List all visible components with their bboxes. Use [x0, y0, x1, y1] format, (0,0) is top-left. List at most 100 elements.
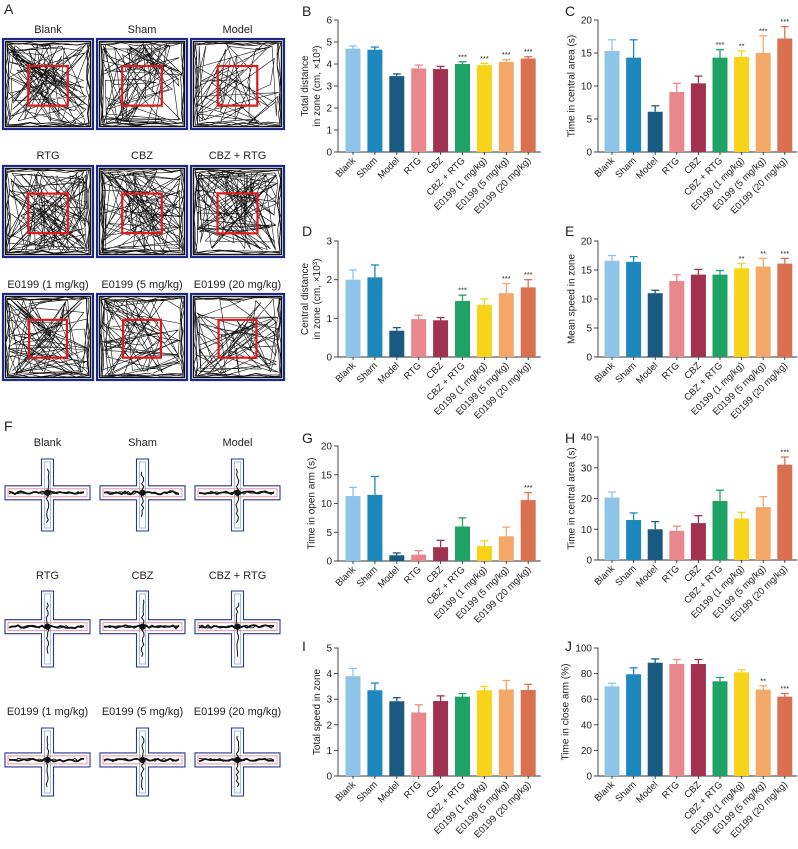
y-axis-label: Total distance [300, 55, 311, 117]
plus-maze [4, 727, 91, 797]
bar-model [647, 111, 663, 152]
y-tick-label: 80 [581, 669, 593, 680]
center-zone [27, 192, 69, 235]
bar-rtg [411, 554, 427, 561]
chart-d: D 0 1 2 3 Central distance in zone (cm, ×10³) B… [300, 223, 541, 422]
bar-blank [604, 686, 620, 776]
bar-sham [367, 277, 383, 357]
y-tick-label: 3 [326, 695, 332, 706]
y-axis-label: Time in close arm (%) [561, 664, 572, 761]
y-tick-label: 0 [326, 557, 332, 568]
chart-h: H 0 10 20 30 40 Time in central area (s) BlankS… [565, 430, 798, 625]
bar-model [389, 701, 405, 776]
y-tick-label: 10 [581, 82, 593, 93]
open-field-group-label: E0199 (20 mg/kg) [193, 279, 282, 291]
x-tick-label: Sham [613, 563, 638, 588]
x-tick-label: RTG [402, 564, 424, 586]
y-tick-label: 0 [326, 353, 332, 364]
bar-model [647, 662, 663, 776]
arena-wall [98, 295, 186, 379]
bar-rtg [411, 712, 427, 776]
center-activity [234, 623, 241, 630]
chart-i: I 0 1 2 3 4 5 Total speed in zone BlankShamModel… [302, 638, 541, 841]
panel-label: H [565, 430, 575, 446]
bar-sham [626, 520, 642, 560]
x-tick-label: Sham [355, 155, 380, 180]
y-tick-label: 2 [326, 104, 332, 115]
bar-sham [367, 49, 383, 153]
arena-wall [192, 167, 283, 256]
significance-marker: *** [524, 483, 533, 492]
y-tick-label: 60 [581, 695, 593, 706]
movement-track [235, 759, 240, 788]
chart-g: G 0 5 10 15 20 Time in open arm (s) BlankShamMo… [302, 430, 541, 626]
bar-model [389, 76, 405, 152]
open-field-group-label: E0199 (1 mg/kg) [7, 279, 89, 291]
bar-blank [345, 496, 361, 561]
center-zone [121, 318, 163, 359]
panel-label: J [565, 638, 572, 654]
significance-marker: ** [760, 249, 766, 258]
y-tick-label: 0 [586, 556, 592, 567]
movement-track [46, 468, 50, 493]
y-tick-label: 5 [586, 324, 592, 335]
open-field-group-label: CBZ [131, 150, 153, 162]
significance-marker: ** [739, 42, 745, 51]
x-tick-label: Sham [613, 779, 638, 804]
wall-track [194, 297, 282, 378]
arena-wall [4, 40, 92, 128]
x-tick-label: Blank [593, 779, 618, 804]
panel-label: E [565, 223, 574, 239]
y-axis-label: in zone (cm, ×10³) [312, 259, 323, 340]
open-field-group-label: E0199 (5 mg/kg) [101, 279, 183, 291]
y-tick-label: 5 [326, 644, 332, 655]
wall-track [194, 41, 282, 126]
plus-maze-group-label: Sham [128, 437, 157, 449]
significance-marker: *** [502, 274, 511, 283]
y-tick-label: 1 [326, 746, 332, 757]
bar-cbz [690, 83, 706, 152]
center-activity [234, 489, 241, 496]
arena-wall [192, 295, 283, 379]
closed-arm-zone [139, 461, 146, 529]
x-tick-label: Sham [613, 155, 638, 180]
x-tick-label: RTG [402, 779, 424, 801]
significance-marker: *** [480, 54, 489, 63]
movement-track [46, 626, 50, 654]
bar-e0199-5-mg-kg [498, 61, 514, 152]
y-tick-label: 30 [581, 463, 593, 474]
bar-e0199-5-mg-kg [755, 689, 771, 776]
bar-sham [626, 674, 642, 776]
bar-cbz-rtg [455, 300, 470, 357]
bar-blank [345, 48, 361, 152]
open-field-arena [1, 292, 95, 382]
bar-rtg [669, 91, 685, 152]
center-activity [234, 756, 241, 764]
open-field-arena [189, 164, 286, 259]
panel-label: B [302, 3, 311, 19]
panel-label: D [302, 223, 312, 239]
wall-track [193, 296, 282, 377]
center-zone [216, 64, 259, 107]
movement-track [45, 602, 49, 627]
movement-track [140, 759, 145, 791]
bar-e0199-5-mg-kg [755, 507, 771, 560]
x-tick-label: Model [376, 779, 402, 805]
arena-wall [98, 167, 186, 256]
center-activity [139, 756, 146, 764]
y-tick-label: 5 [586, 115, 592, 126]
plus-maze [99, 727, 186, 797]
open-field-arena [95, 164, 189, 259]
x-tick-label: Model [634, 779, 660, 805]
open-field-group-label: CBZ + RTG [208, 150, 267, 162]
bar-cbz-rtg [455, 64, 470, 152]
plus-maze-group-label: CBZ + RTG [208, 570, 267, 582]
closed-arm-zone [234, 461, 241, 529]
x-tick-label: RTG [660, 779, 682, 801]
plus-maze-group-label: CBZ [131, 570, 154, 582]
y-tick-label: 0 [586, 353, 592, 364]
x-tick-label: RTG [660, 360, 682, 382]
open-field-arena [189, 37, 286, 131]
y-tick-label: 0 [326, 772, 332, 783]
bar-cbz [690, 664, 706, 776]
